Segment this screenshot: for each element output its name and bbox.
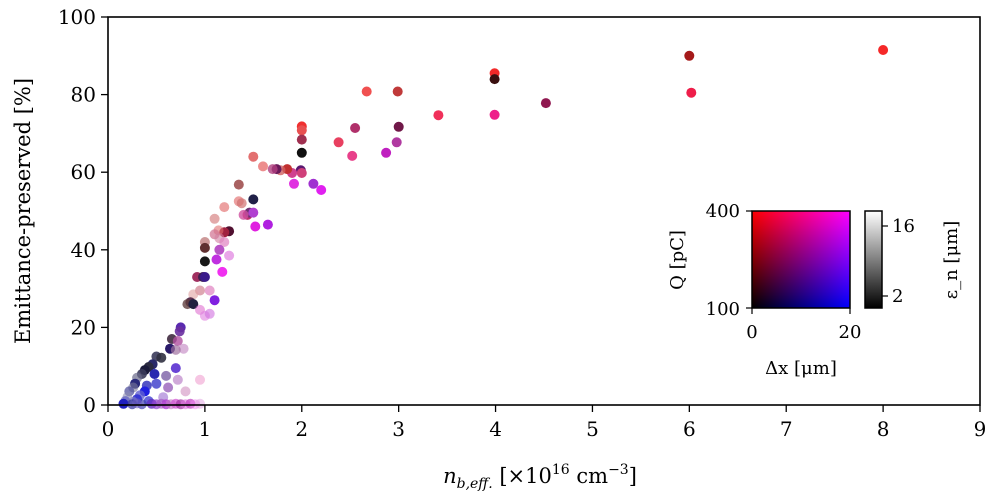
x-tick-label: 8 (877, 417, 890, 441)
data-point (248, 151, 259, 162)
data-point (333, 137, 344, 148)
y-tick-label: 80 (71, 83, 96, 107)
data-point (878, 45, 889, 55)
data-point (233, 179, 244, 190)
data-point (296, 147, 307, 158)
y-axis-label: Emittance-preserved [%] (11, 78, 35, 344)
data-point (296, 168, 307, 178)
data-point (347, 150, 358, 161)
y-tick-label: 0 (83, 393, 96, 417)
data-point (686, 87, 697, 98)
data-point (361, 86, 372, 97)
inset-y-label: Q [pC] (667, 230, 688, 290)
data-point (540, 98, 551, 109)
data-point (195, 374, 205, 385)
data-points (118, 45, 889, 410)
x-axis-label: nb,eff. [×1016 cm−3] (443, 462, 637, 492)
y-axis-ticks: 0 20 40 60 80 100 (58, 5, 108, 417)
data-point (118, 398, 129, 409)
data-point (209, 213, 220, 224)
data-point (170, 344, 181, 355)
plot-area-frame (107, 16, 981, 406)
data-point (161, 370, 172, 381)
q-dx-colormap (746, 210, 851, 314)
y-tick-label: 60 (71, 160, 96, 184)
y-tick-label: 40 (71, 238, 96, 262)
y-tick-label: 100 (58, 5, 96, 29)
data-point (219, 237, 230, 247)
data-point (132, 398, 143, 409)
x-tick-label: 4 (489, 417, 502, 441)
data-point (170, 363, 181, 374)
data-point (172, 374, 183, 385)
data-point (199, 242, 210, 253)
data-point (296, 134, 307, 145)
data-point (172, 336, 183, 346)
data-point (219, 202, 230, 213)
data-point (489, 109, 500, 120)
data-point (156, 352, 167, 363)
data-point (195, 398, 205, 409)
data-point (188, 299, 199, 310)
x-tick-label: 6 (683, 417, 696, 441)
data-point (214, 244, 225, 255)
x-tick-label: 9 (974, 417, 987, 441)
data-point (393, 121, 404, 132)
inset-x-tick-0: 0 (746, 322, 757, 343)
inset-x-label: Δx [μm] (765, 358, 837, 379)
data-point (204, 308, 215, 319)
data-point (204, 285, 215, 296)
x-tick-label: 0 (102, 417, 115, 441)
data-point (381, 147, 392, 158)
data-point (174, 326, 185, 337)
x-tick-label: 2 (295, 417, 308, 441)
inset-legend: 0 20 400 100 Δx [μm] Q [pC] 16 2 ε_n [μm… (667, 201, 962, 379)
data-point (308, 178, 319, 189)
data-point (248, 207, 259, 218)
x-axis-ticks: 0 1 2 3 4 5 6 7 8 9 (102, 405, 987, 441)
data-point (199, 272, 210, 282)
x-tick-label: 7 (780, 417, 793, 441)
data-point (238, 209, 249, 220)
data-point (224, 250, 235, 261)
data-point (211, 254, 222, 265)
data-point (209, 295, 220, 306)
y-tick-label: 20 (71, 315, 96, 339)
inset-x-tick-20: 20 (839, 322, 862, 343)
data-point (236, 198, 247, 209)
data-point (289, 178, 299, 189)
x-tick-label: 1 (199, 417, 212, 441)
data-point (684, 50, 695, 61)
data-point (316, 185, 327, 195)
data-point (262, 219, 273, 230)
data-point (163, 382, 174, 393)
data-point (188, 289, 199, 300)
data-point (296, 125, 307, 136)
data-point (250, 221, 261, 232)
data-point (258, 161, 268, 172)
data-point (391, 137, 402, 148)
inset-y-tick-400: 400 (706, 201, 740, 222)
data-point (350, 123, 361, 133)
emittance-colorbar (864, 210, 888, 309)
data-point (392, 86, 403, 97)
data-point (178, 343, 189, 354)
inset-y-tick-100: 100 (706, 299, 740, 320)
data-point (489, 74, 500, 85)
colorbar-tick-16: 16 (892, 216, 915, 237)
data-point (151, 378, 162, 389)
data-point (433, 110, 444, 121)
data-point (217, 266, 228, 277)
data-point (180, 386, 191, 397)
colorbar-tick-2: 2 (892, 286, 903, 307)
colorbar-label: ε_n [μm] (941, 221, 962, 299)
x-tick-label: 5 (586, 417, 599, 441)
data-point (149, 369, 160, 379)
x-tick-label: 3 (392, 417, 405, 441)
data-point (248, 194, 259, 205)
data-point (199, 256, 210, 267)
data-point (267, 164, 278, 175)
